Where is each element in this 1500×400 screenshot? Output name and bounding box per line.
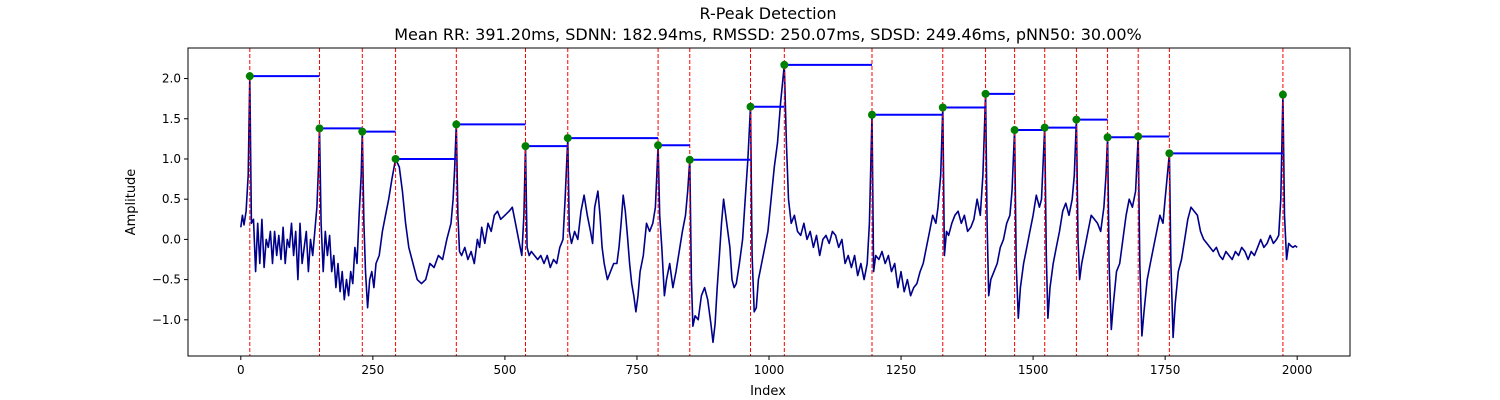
peak-marker-20 — [1278, 90, 1287, 99]
plot-area: 0 250 500 750 1000 1250 1500 1750 2000 −1.0 −0.5 0.… — [152, 47, 1351, 377]
peak-marker-18 — [1134, 132, 1143, 141]
y-tick-label-0: −1.0 — [152, 313, 181, 327]
peak-marker-16 — [1072, 115, 1081, 124]
peak-marker-10 — [780, 60, 789, 69]
x-tick-label-5: 1250 — [886, 363, 917, 377]
chart-subtitle: Mean RR: 391.20ms, SDNN: 182.94ms, RMSSD… — [394, 25, 1142, 44]
x-tick-label-3: 750 — [626, 363, 649, 377]
y-tick-label-6: 2.0 — [162, 72, 181, 86]
signal-line — [240, 64, 1298, 344]
peak-marker-3 — [391, 154, 400, 163]
peak-marker-11 — [867, 110, 876, 119]
peak-marker-15 — [1040, 123, 1049, 132]
y-tick-label-1: −0.5 — [152, 273, 181, 287]
y-tick-label-3: 0.5 — [162, 192, 181, 206]
x-tick-label-1: 250 — [361, 363, 384, 377]
y-tick-label-4: 1.0 — [162, 152, 181, 166]
peak-marker-19 — [1165, 149, 1174, 158]
y-tick-label-2: 0.0 — [162, 232, 181, 246]
peak-marker-5 — [521, 142, 530, 151]
x-tick-label-6: 1500 — [1018, 363, 1049, 377]
y-axis-label: Amplitude — [124, 169, 139, 236]
peak-marker-14 — [1010, 126, 1019, 135]
x-tick-label-7: 1750 — [1150, 363, 1181, 377]
peak-marker-17 — [1103, 133, 1112, 142]
y-tick-label-5: 1.5 — [162, 112, 181, 126]
peak-marker-4 — [452, 120, 461, 129]
x-tick-label-4: 1000 — [754, 363, 785, 377]
peak-marker-2 — [358, 127, 367, 136]
chart-title: R-Peak Detection — [699, 4, 836, 23]
x-tick-label-0: 0 — [237, 363, 245, 377]
peak-marker-1 — [315, 124, 324, 133]
peak-marker-7 — [654, 141, 663, 150]
x-axis-label: Index — [750, 384, 786, 399]
peak-marker-12 — [938, 103, 947, 112]
peak-marker-0 — [245, 72, 254, 81]
x-tick-label-8: 2000 — [1282, 363, 1313, 377]
peak-marker-13 — [981, 89, 990, 98]
x-tick-label-2: 500 — [493, 363, 516, 377]
peak-marker-8 — [685, 155, 694, 164]
peak-marker-9 — [746, 102, 755, 111]
peak-marker-6 — [563, 134, 572, 143]
